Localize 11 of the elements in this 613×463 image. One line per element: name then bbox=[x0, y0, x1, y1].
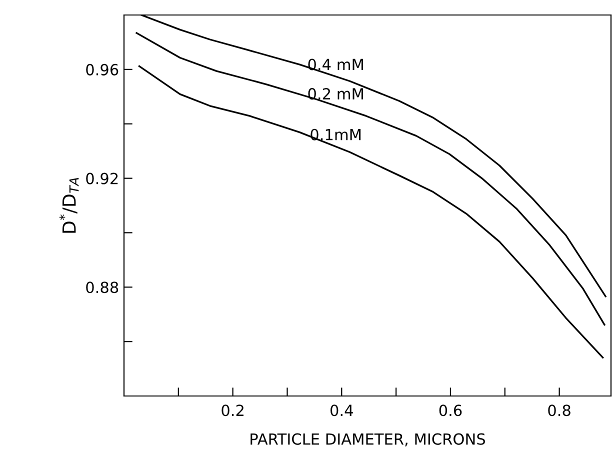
x-tick-label: 0.2 bbox=[222, 404, 244, 416]
x-tick-label: 0.6 bbox=[439, 404, 462, 416]
y-tick-label: 0.92 bbox=[86, 172, 118, 184]
x-axis-title: PARTICLE DIAMETER, MICRONS bbox=[250, 433, 486, 446]
x-tick-label: 0.4 bbox=[330, 404, 353, 416]
series-label: 0.1mM bbox=[310, 128, 361, 140]
x-tick-label: 0.8 bbox=[548, 404, 570, 416]
y-tick-label: 0.96 bbox=[86, 64, 118, 76]
y-axis-title: D$^{*}$/D$_{TA}$ bbox=[59, 178, 79, 233]
y-tick-label: 0.88 bbox=[86, 282, 118, 294]
line-series bbox=[136, 32, 606, 326]
